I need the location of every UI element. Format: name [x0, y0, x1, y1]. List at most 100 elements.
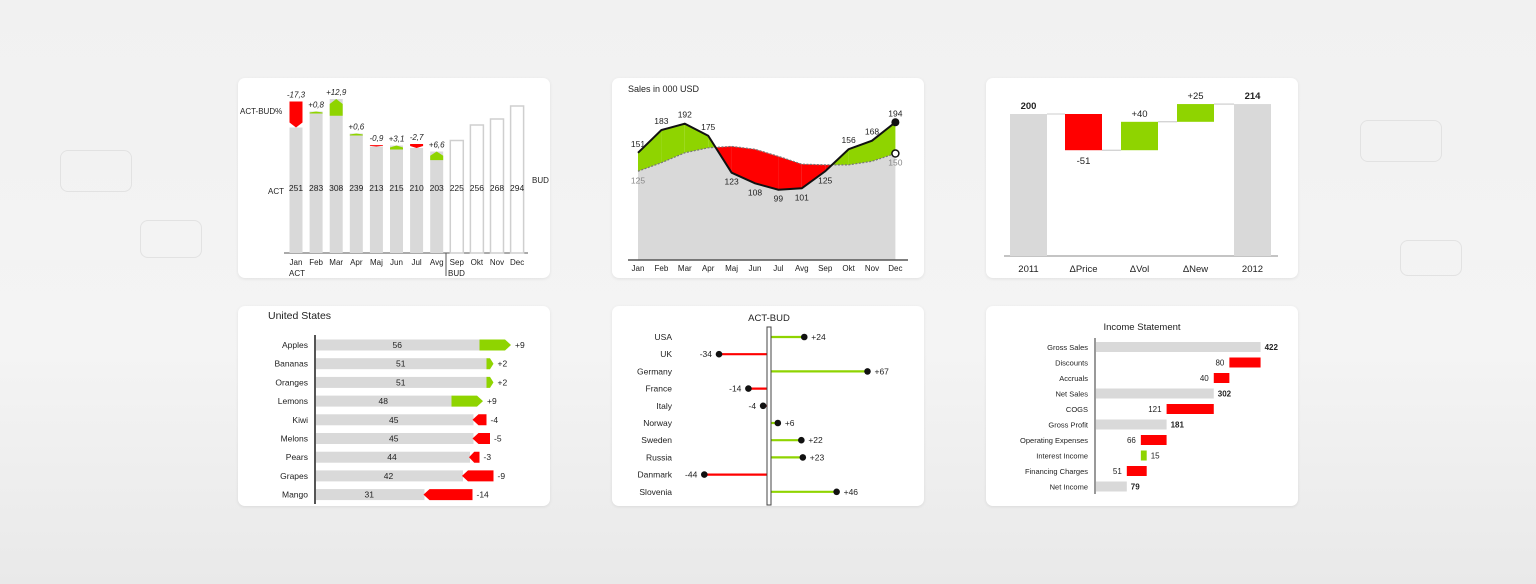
act-bar — [410, 148, 424, 253]
positive-variance-area — [684, 123, 709, 153]
line-item-label: Net Sales — [1055, 390, 1088, 399]
line-item-label: Discounts — [1055, 359, 1088, 368]
variance-label: +0,8 — [308, 101, 324, 110]
value-label: 214 — [1245, 91, 1262, 102]
variance-label: +46 — [844, 487, 859, 497]
country-label: Slovenia — [639, 487, 672, 497]
positive-variance-area — [638, 130, 662, 172]
negative-variance-area — [731, 146, 755, 184]
line-item-label: Net Income — [1050, 483, 1088, 492]
chart-title: Sales in 000 USD — [628, 84, 700, 94]
value-bar — [316, 414, 474, 426]
budget-end-marker — [891, 149, 900, 158]
line-item-label: Interest Income — [1036, 452, 1088, 461]
negative-variance-area — [801, 164, 826, 189]
month-tick-label: Jan — [632, 264, 645, 273]
negative-delta-bar — [1065, 114, 1102, 151]
bar-value-label: 225 — [450, 183, 464, 193]
variance-dot — [864, 368, 871, 375]
month-tick-label: Dec — [888, 264, 902, 273]
value-label: 80 — [1215, 359, 1224, 368]
positive-variance-arrow — [329, 99, 343, 116]
delta-label: -9 — [498, 471, 506, 481]
bar-value-label: 215 — [389, 183, 403, 193]
act-bud-lollipop-chart: ACT-BUD USA +24 UK -34 Germany +67 France -14 Ita… — [637, 313, 889, 506]
act-bar — [349, 133, 363, 253]
category-tick-label: ΔVol — [1130, 264, 1150, 275]
category-label: Melons — [281, 434, 308, 444]
actual-data-label: 125 — [818, 175, 832, 185]
variance-dot — [774, 419, 782, 427]
positive-delta-arrow — [486, 358, 494, 370]
month-tick-label: Avg — [430, 258, 444, 267]
variance-label: +6 — [785, 418, 795, 428]
category-label: Apples — [282, 340, 308, 350]
category-label: Oranges — [275, 377, 308, 387]
month-tick-label: Feb — [655, 264, 669, 273]
country-label: Germany — [637, 366, 673, 376]
negative-delta-arrow — [472, 414, 487, 426]
variance-label: -44 — [685, 470, 698, 480]
month-tick-label: Mar — [329, 258, 343, 267]
category-label: Grapes — [280, 471, 308, 481]
delta-label: -5 — [494, 434, 502, 444]
country-label: France — [646, 384, 673, 394]
value-label: 66 — [1127, 436, 1136, 445]
category-tick-label: 2011 — [1018, 264, 1038, 275]
variance-dot — [701, 471, 708, 478]
variance-label: +23 — [810, 452, 825, 462]
negative-variance-area — [778, 156, 802, 190]
value-label: 51 — [1113, 467, 1122, 476]
variance-label: +6,6 — [429, 141, 445, 150]
bar-value-label: 203 — [430, 183, 444, 193]
card-monthly-act-bud: 251 Jan -17,3 283 Feb +0,8 308 Mar +12,9 239 Apr +0… — [238, 78, 550, 278]
bud-bar — [489, 118, 505, 254]
category-tick-label: ΔNew — [1183, 264, 1208, 275]
act-bud-column-chart: 251 Jan -17,3 283 Feb +0,8 308 Mar +12,9 239 Apr +0… — [240, 88, 549, 278]
actual-data-label: 108 — [748, 187, 762, 197]
variance-label: +12,9 — [326, 88, 347, 97]
background-decoration — [1360, 120, 1442, 162]
bud-bar — [449, 139, 465, 254]
variance-label: -14 — [729, 384, 742, 394]
total-bar — [1096, 419, 1167, 430]
negative-delta-arrow — [472, 433, 490, 444]
chart-title: United States — [268, 310, 331, 322]
positive-delta-bar — [1121, 121, 1158, 151]
value-label: 15 — [1151, 452, 1160, 461]
month-tick-label: Jun — [749, 264, 762, 273]
month-tick-label: Apr — [702, 264, 715, 273]
background-decoration — [1400, 240, 1462, 276]
value-bar — [316, 339, 481, 351]
act-bar — [430, 151, 444, 253]
bar-value-label: 251 — [289, 183, 303, 193]
negative-delta-arrow — [469, 451, 480, 463]
value-label: 200 — [1021, 101, 1037, 112]
positive-variance-area — [848, 140, 872, 165]
line-item-label: Gross Profit — [1048, 421, 1089, 430]
positive-variance-area — [831, 149, 849, 165]
united-states-bar-chart: United States Apples 56 +9 Bananas 51 +2 Orange… — [268, 310, 525, 504]
variance-dot — [745, 385, 752, 392]
variance-label: +67 — [874, 366, 889, 376]
budget-data-label: 125 — [631, 175, 645, 185]
card-income-statement: Income Statement Gross Sales 422 Discounts 8… — [986, 306, 1298, 506]
positive-bar — [1140, 450, 1147, 461]
bud-bar — [469, 124, 485, 254]
value-label: 45 — [389, 415, 399, 425]
act-bar — [309, 111, 323, 253]
country-label: Sweden — [641, 435, 672, 445]
month-tick-label: Jun — [390, 258, 403, 267]
bar-value-label: 256 — [470, 183, 484, 193]
variance-dot — [799, 454, 807, 461]
bar-value-label: 213 — [369, 183, 383, 193]
month-tick-label: Nov — [490, 258, 504, 267]
positive-variance-area — [661, 123, 685, 163]
category-label: Mango — [282, 490, 308, 500]
delta-label: -14 — [477, 490, 490, 500]
variance-dot — [798, 436, 805, 444]
total-bar — [1234, 104, 1271, 256]
category-tick-label: 2012 — [1242, 264, 1263, 275]
positive-delta-arrow — [486, 376, 494, 388]
month-tick-label: Sep — [818, 264, 833, 273]
